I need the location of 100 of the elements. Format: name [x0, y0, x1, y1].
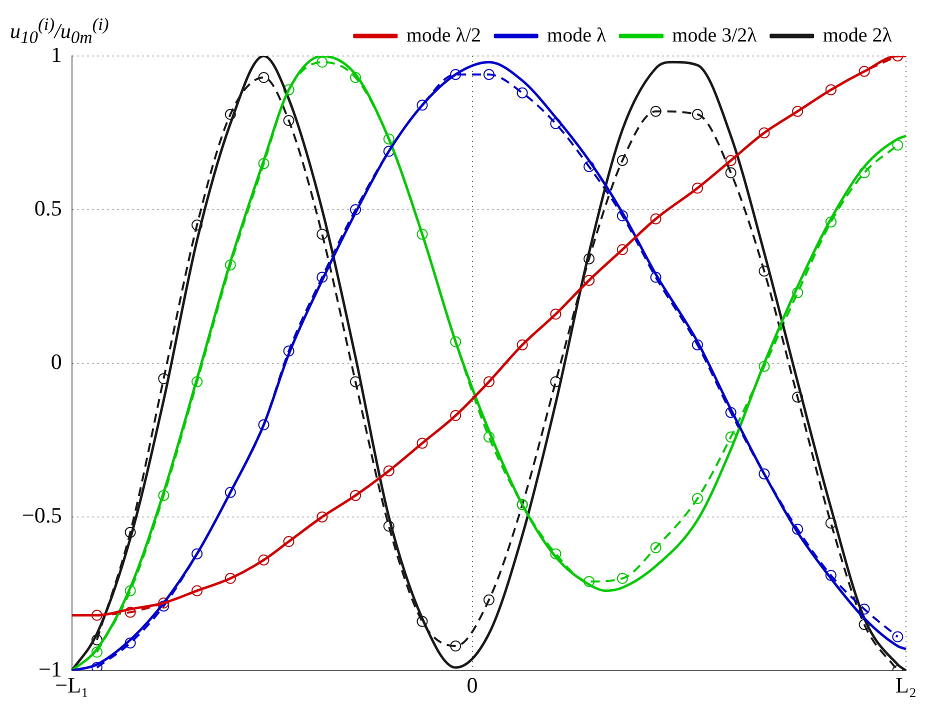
point: [584, 576, 595, 587]
point: [91, 634, 102, 646]
legend-label: mode 2λ: [822, 24, 892, 46]
point: [858, 66, 870, 77]
point: [725, 154, 736, 166]
point: [450, 68, 462, 80]
point: [692, 108, 703, 120]
legend-label: mode 3/2λ: [672, 24, 758, 46]
point: [483, 594, 494, 606]
point: [350, 376, 361, 388]
point: [650, 213, 662, 224]
point: [91, 662, 102, 671]
point: [192, 376, 203, 388]
point: [91, 610, 102, 621]
point: [450, 336, 462, 348]
point: [124, 585, 136, 596]
point: [516, 87, 528, 98]
point: [550, 376, 562, 388]
point: [416, 228, 428, 240]
point: [825, 570, 836, 581]
point: [825, 84, 836, 96]
point: [758, 266, 770, 277]
point: [283, 346, 294, 357]
point: [283, 536, 294, 548]
point: [692, 182, 703, 194]
point: [192, 548, 203, 560]
point: [258, 158, 270, 170]
point: [483, 432, 494, 443]
point: [516, 339, 528, 350]
point: [616, 244, 628, 256]
point: [258, 72, 270, 84]
point: [158, 597, 170, 608]
point: [416, 100, 428, 111]
point: [224, 572, 236, 584]
y-tick-label: 0.5: [34, 195, 62, 220]
x-tick-label: 0: [466, 672, 478, 698]
point: [450, 410, 462, 422]
point: [725, 406, 736, 418]
point: [383, 465, 394, 476]
point: [725, 167, 736, 178]
point: [224, 486, 236, 498]
point: [316, 511, 328, 522]
point: [616, 210, 628, 222]
point: [258, 419, 270, 430]
point: [550, 548, 562, 560]
point: [124, 526, 136, 538]
y-tick-label: −1: [38, 656, 62, 682]
point: [616, 572, 628, 584]
point: [758, 468, 770, 480]
point: [550, 118, 562, 130]
point: [416, 438, 428, 449]
point: [124, 637, 136, 648]
point: [584, 274, 595, 286]
y-tick-label: 0: [50, 349, 62, 374]
point: [825, 518, 836, 529]
point: [192, 585, 203, 596]
point: [450, 640, 462, 652]
point: [158, 490, 170, 501]
point: [858, 167, 870, 178]
point: [283, 115, 294, 126]
point: [483, 376, 494, 388]
legend-label: mode λ/2: [406, 24, 482, 46]
point: [258, 554, 270, 566]
point: [550, 308, 562, 320]
point: [316, 272, 328, 283]
point: [91, 646, 102, 658]
point: [692, 493, 703, 504]
point: [316, 56, 328, 68]
point: [692, 339, 703, 350]
point: [383, 520, 394, 532]
point: [650, 106, 662, 117]
point: [892, 140, 904, 151]
point: [224, 108, 236, 120]
point: [350, 72, 361, 84]
point: [758, 127, 770, 138]
point: [483, 68, 494, 80]
point: [416, 616, 428, 627]
point: [350, 490, 361, 501]
point: [192, 220, 203, 231]
y-tick-label: −0.5: [22, 502, 62, 528]
point: [584, 253, 595, 264]
point: [650, 272, 662, 283]
point: [383, 133, 394, 144]
point: [758, 360, 770, 372]
point: [158, 373, 170, 384]
point: [584, 161, 595, 172]
point: [316, 228, 328, 240]
point: [892, 631, 904, 642]
point: [792, 106, 804, 117]
point: [825, 216, 836, 228]
point: [158, 600, 170, 612]
point: [792, 524, 804, 535]
point: [725, 432, 736, 443]
point: [224, 259, 236, 270]
point: [124, 606, 136, 618]
point: [283, 84, 294, 96]
point: [350, 204, 361, 216]
point: [858, 604, 870, 615]
point: [616, 154, 628, 166]
point: [792, 287, 804, 298]
